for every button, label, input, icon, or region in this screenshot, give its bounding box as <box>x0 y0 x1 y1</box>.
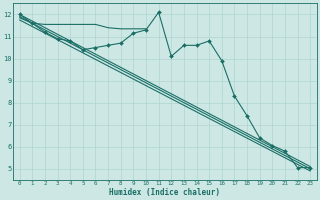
X-axis label: Humidex (Indice chaleur): Humidex (Indice chaleur) <box>109 188 220 197</box>
